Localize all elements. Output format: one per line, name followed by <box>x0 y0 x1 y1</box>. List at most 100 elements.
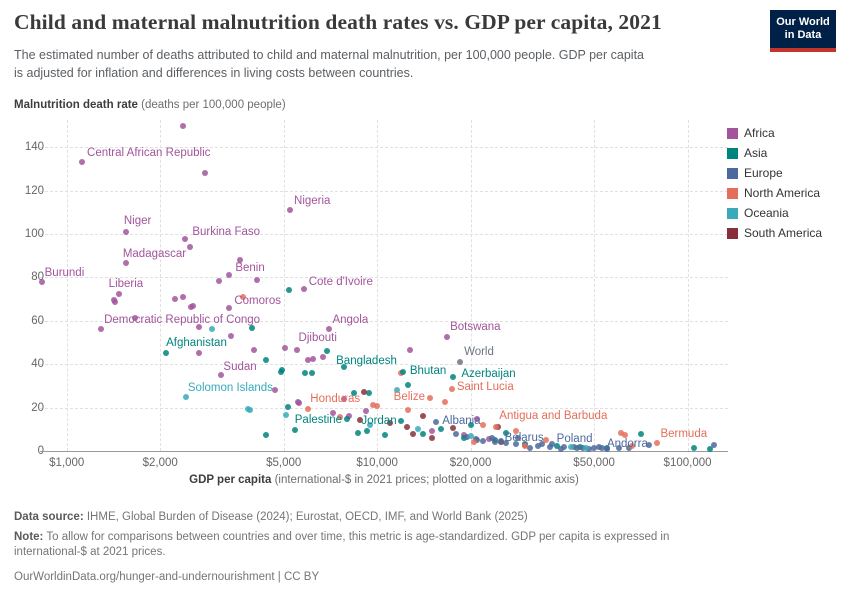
data-point-asia[interactable] <box>467 421 474 428</box>
data-point-comoros[interactable] <box>226 304 233 311</box>
data-point-botswana[interactable] <box>444 334 451 341</box>
data-point-europe[interactable] <box>474 437 481 444</box>
data-point-africa[interactable] <box>111 296 118 303</box>
data-point-africa[interactable] <box>460 431 467 438</box>
data-point-solomon-islands[interactable] <box>182 393 189 400</box>
data-point-north_america[interactable] <box>441 399 448 406</box>
point-label-saint-lucia[interactable]: Saint Lucia <box>456 380 514 393</box>
data-point-africa[interactable] <box>227 332 234 339</box>
data-point-europe[interactable] <box>645 441 652 448</box>
data-point-asia[interactable] <box>302 370 309 377</box>
data-point-oceania[interactable] <box>209 326 216 333</box>
data-point-world[interactable] <box>457 359 464 366</box>
point-label-nigeria[interactable]: Nigeria <box>294 195 331 208</box>
point-label-belarus[interactable]: Belarus <box>504 432 544 445</box>
data-point-liberia[interactable] <box>115 290 122 297</box>
data-point-asia[interactable] <box>340 364 347 371</box>
point-label-burkina-faso[interactable]: Burkina Faso <box>192 226 261 239</box>
data-point-europe[interactable] <box>539 441 546 448</box>
data-point-belize[interactable] <box>426 394 433 401</box>
data-point-africa[interactable] <box>250 347 257 354</box>
point-label-niger[interactable]: Niger <box>123 214 152 227</box>
data-point-south_america[interactable] <box>428 434 435 441</box>
data-point-afghanistan[interactable] <box>163 350 170 357</box>
data-point-asia[interactable] <box>249 325 256 332</box>
legend-item-europe[interactable]: Europe <box>727 166 822 180</box>
owid-link[interactable]: OurWorldinData.org/hunger-and-undernouri… <box>14 570 320 583</box>
data-point-jordan[interactable] <box>397 418 404 425</box>
data-point-north_america[interactable] <box>622 431 629 438</box>
point-label-world[interactable]: World <box>464 346 494 359</box>
legend-item-asia[interactable]: Asia <box>727 146 822 160</box>
data-point-africa[interactable] <box>187 244 194 251</box>
data-point-oceania[interactable] <box>367 421 374 428</box>
data-point-bhutan[interactable] <box>399 369 406 376</box>
point-label-benin[interactable]: Benin <box>235 262 265 275</box>
data-point-africa[interactable] <box>309 355 316 362</box>
point-label-albania[interactable]: Albania <box>442 414 481 427</box>
point-label-solomon-islands[interactable]: Solomon Islands <box>187 381 273 394</box>
data-point-europe[interactable] <box>464 433 471 440</box>
point-label-madagascar[interactable]: Madagascar <box>122 248 187 261</box>
data-point-africa[interactable] <box>272 387 279 394</box>
data-point-africa[interactable] <box>188 303 195 310</box>
data-point-north_america[interactable] <box>240 293 247 300</box>
data-point-south_america[interactable] <box>356 416 363 423</box>
data-point-antigua-and-barbuda[interactable] <box>493 423 500 430</box>
data-point-north_america[interactable] <box>617 430 624 437</box>
data-point-poland[interactable] <box>548 441 555 448</box>
data-point-belarus[interactable] <box>497 438 504 445</box>
data-point-asia[interactable] <box>502 429 509 436</box>
data-point-niger[interactable] <box>122 228 129 235</box>
data-point-central-african-republic[interactable] <box>79 159 86 166</box>
point-label-bhutan[interactable]: Bhutan <box>409 365 447 378</box>
data-point-europe[interactable] <box>489 434 496 441</box>
data-point-asia[interactable] <box>706 446 713 453</box>
data-point-north_america[interactable] <box>512 428 519 435</box>
point-label-cote-d-ivoire[interactable]: Cote d'Ivoire <box>308 276 373 289</box>
data-point-asia[interactable] <box>437 426 444 433</box>
data-point-oceania[interactable] <box>394 386 401 393</box>
data-point-europe[interactable] <box>615 444 622 451</box>
data-point-north_america[interactable] <box>543 437 550 444</box>
data-point-oceania[interactable] <box>567 444 574 451</box>
data-point-europe[interactable] <box>535 442 542 449</box>
data-point-europe[interactable] <box>480 437 487 444</box>
data-point-africa[interactable] <box>407 347 414 354</box>
data-point-albania[interactable] <box>433 418 440 425</box>
data-point-nigeria[interactable] <box>287 207 294 214</box>
data-point-burkina-faso[interactable] <box>182 236 189 243</box>
data-point-europe[interactable] <box>626 445 633 452</box>
data-point-europe[interactable] <box>711 441 718 448</box>
data-point-south_america[interactable] <box>419 413 426 420</box>
data-point-andorra[interactable] <box>598 444 605 451</box>
data-point-africa[interactable] <box>329 410 336 417</box>
data-point-asia[interactable] <box>263 431 270 438</box>
data-point-sudan[interactable] <box>218 372 225 379</box>
data-point-asia[interactable] <box>638 431 645 438</box>
data-point-south_america[interactable] <box>449 425 456 432</box>
data-point-south_america[interactable] <box>404 423 411 430</box>
data-point-africa[interactable] <box>253 276 260 283</box>
owid-logo[interactable]: Our World in Data <box>770 10 836 52</box>
data-point-africa[interactable] <box>320 353 327 360</box>
data-point-asia[interactable] <box>365 390 372 397</box>
data-point-bermuda[interactable] <box>654 440 661 447</box>
data-point-asia[interactable] <box>291 426 298 433</box>
point-label-antigua-and-barbuda[interactable]: Antigua and Barbuda <box>499 409 608 422</box>
data-point-bangladesh[interactable] <box>324 348 331 355</box>
data-point-africa[interactable] <box>304 357 311 364</box>
data-point-asia[interactable] <box>691 445 698 452</box>
data-point-north_america[interactable] <box>522 442 529 449</box>
data-point-africa[interactable] <box>195 350 202 357</box>
data-point-asia[interactable] <box>308 369 315 376</box>
data-point-africa[interactable] <box>340 395 347 402</box>
data-point-europe[interactable] <box>502 440 509 447</box>
data-point-north_america[interactable] <box>370 401 377 408</box>
point-label-liberia[interactable]: Liberia <box>108 277 144 290</box>
data-point-africa[interactable] <box>345 412 352 419</box>
data-point-north_america[interactable] <box>374 403 381 410</box>
data-point-africa[interactable] <box>295 398 302 405</box>
data-point-europe[interactable] <box>515 435 522 442</box>
data-point-europe[interactable] <box>512 441 519 448</box>
